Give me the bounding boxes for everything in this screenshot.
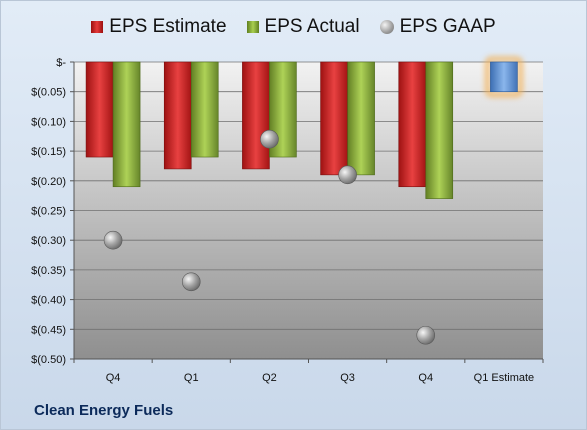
gaap-points [103,129,436,345]
estimate-swatch-icon [91,21,104,33]
y-tick-label: $(0.25) [31,206,66,218]
y-tick-label: $(0.50) [31,354,66,366]
y-tick-label: $(0.20) [31,176,66,188]
legend-item-gaap[interactable]: EPS GAAP [379,16,496,38]
gaap-point[interactable] [181,272,201,292]
legend: EPS Estimate EPS Actual EPS GAAP [0,16,587,38]
legend-label-gaap: EPS GAAP [399,16,496,37]
forecast-glow [484,56,523,98]
estimate-bar[interactable] [242,61,270,170]
legend-label-actual: EPS Actual [264,16,360,37]
y-tick-label: $(0.45) [31,324,66,336]
legend-item-actual[interactable]: EPS Actual [246,16,360,38]
bars [85,56,523,199]
actual-bar[interactable] [190,61,219,158]
actual-bar[interactable] [112,61,141,188]
gaap-point[interactable] [260,129,279,149]
x-tick-label: Q2 [262,372,277,384]
x-tick-label: Q1 Estimate [474,372,535,384]
y-tick-label: $(0.05) [31,87,66,99]
actual-bar[interactable] [347,61,375,176]
y-tick-label: $(0.40) [31,295,66,307]
y-tick-label: $(0.15) [31,146,66,158]
actual-bar[interactable] [425,61,454,199]
y-tick-label: $(0.30) [31,235,66,247]
axes: $- $(0.05) $(0.10) $(0.15) $(0.20) $(0.25) $(0… [31,57,544,384]
estimate-bar[interactable] [163,61,192,170]
gaap-point[interactable] [103,230,123,250]
legend-item-estimate[interactable]: EPS Estimate [91,16,227,38]
gaap-marker-icon [379,20,394,34]
actual-swatch-icon [246,21,259,33]
gaap-point[interactable] [416,325,436,345]
estimate-bar[interactable] [85,61,114,158]
gaap-point[interactable] [338,165,357,185]
x-tick-label: Q4 [418,372,433,384]
forecast-bar[interactable] [490,61,518,93]
y-tick-label: $- [56,57,66,69]
estimate-bar[interactable] [398,61,427,188]
company-name: Clean Energy Fuels [34,402,174,419]
x-tick-label: Q4 [106,372,121,384]
legend-label-estimate: EPS Estimate [109,16,227,37]
x-tick-label: Q1 [184,372,199,384]
y-tick-label: $(0.10) [31,116,66,128]
x-tick-label: Q3 [340,372,355,384]
estimate-bar[interactable] [320,61,348,176]
y-tick-label: $(0.35) [31,265,66,277]
